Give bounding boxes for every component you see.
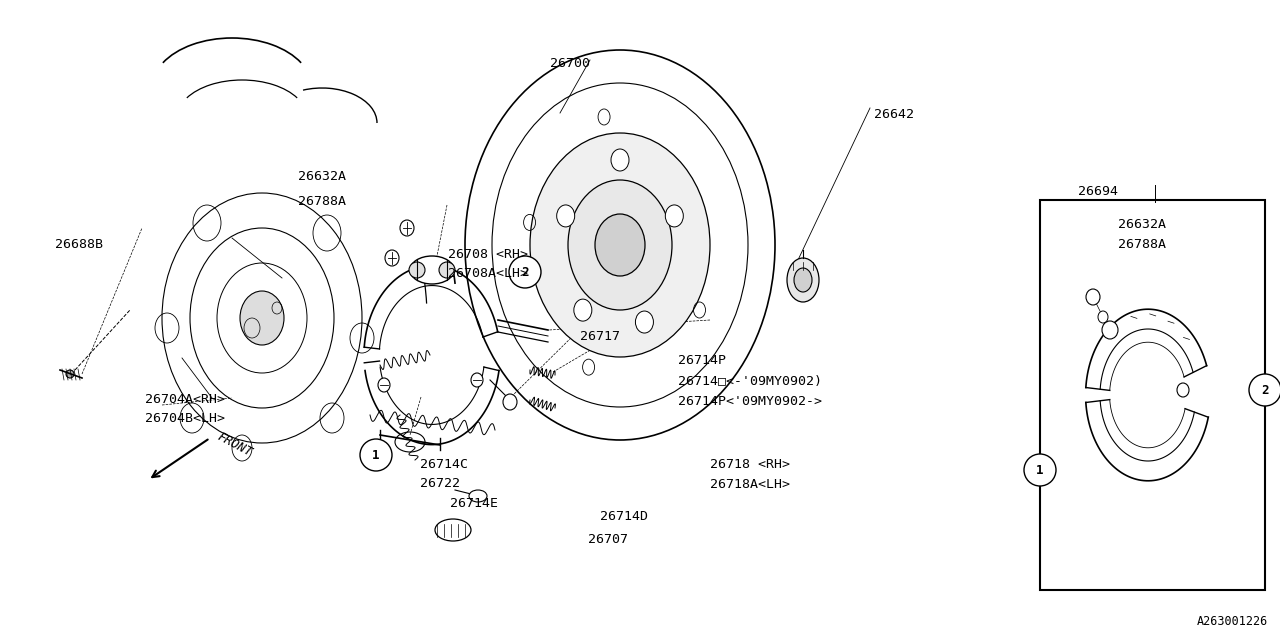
Text: 26714□<-'09MY0902): 26714□<-'09MY0902)	[678, 375, 822, 388]
Ellipse shape	[471, 373, 483, 387]
Ellipse shape	[399, 220, 413, 236]
Ellipse shape	[666, 205, 684, 227]
Ellipse shape	[573, 299, 591, 321]
Text: 2: 2	[521, 266, 529, 278]
Ellipse shape	[385, 250, 399, 266]
Ellipse shape	[794, 268, 812, 292]
Ellipse shape	[1098, 311, 1108, 323]
Ellipse shape	[468, 490, 486, 502]
Circle shape	[509, 256, 541, 288]
Text: 26632A: 26632A	[298, 170, 346, 183]
Text: 26717: 26717	[580, 330, 620, 343]
Ellipse shape	[787, 258, 819, 302]
Text: 26722: 26722	[420, 477, 460, 490]
Text: 26714P<'09MY0902->: 26714P<'09MY0902->	[678, 395, 822, 408]
Text: 26708 <RH>: 26708 <RH>	[448, 248, 529, 261]
Text: 1: 1	[372, 449, 380, 461]
Ellipse shape	[410, 262, 425, 278]
Text: 26642: 26642	[874, 108, 914, 121]
Text: FRONT: FRONT	[215, 431, 255, 460]
Text: 26688B: 26688B	[55, 238, 102, 251]
Text: 26714E: 26714E	[451, 497, 498, 510]
Text: 26694: 26694	[1078, 185, 1117, 198]
Ellipse shape	[635, 311, 653, 333]
Text: 26632A: 26632A	[1117, 218, 1166, 231]
Ellipse shape	[435, 519, 471, 541]
Ellipse shape	[410, 256, 454, 284]
Ellipse shape	[1085, 289, 1100, 305]
Text: 26788A: 26788A	[298, 195, 346, 208]
Text: 26708A<LH>: 26708A<LH>	[448, 267, 529, 280]
Circle shape	[1249, 374, 1280, 406]
Ellipse shape	[241, 291, 284, 345]
Circle shape	[1024, 454, 1056, 486]
Ellipse shape	[611, 149, 628, 171]
Text: 26704A<RH>: 26704A<RH>	[145, 393, 225, 406]
Text: 26700: 26700	[550, 57, 590, 70]
Ellipse shape	[557, 205, 575, 227]
Text: 1: 1	[1037, 463, 1043, 477]
Text: 26707: 26707	[588, 533, 628, 546]
Ellipse shape	[67, 370, 74, 378]
Text: 26714D: 26714D	[600, 510, 648, 523]
Text: 26788A: 26788A	[1117, 238, 1166, 251]
Text: 26718 <RH>: 26718 <RH>	[710, 458, 790, 471]
Ellipse shape	[439, 262, 454, 278]
Ellipse shape	[568, 180, 672, 310]
Text: A263001226: A263001226	[1197, 615, 1268, 628]
Ellipse shape	[530, 133, 710, 357]
Ellipse shape	[595, 214, 645, 276]
Circle shape	[360, 439, 392, 471]
Text: 2: 2	[1261, 383, 1268, 397]
Ellipse shape	[378, 378, 390, 392]
Text: 26714C: 26714C	[420, 458, 468, 471]
Bar	[1039, 200, 1265, 590]
Text: 26714P: 26714P	[678, 354, 726, 367]
Text: 26704B<LH>: 26704B<LH>	[145, 412, 225, 425]
Ellipse shape	[503, 394, 517, 410]
Ellipse shape	[1102, 321, 1117, 339]
Text: 26718A<LH>: 26718A<LH>	[710, 478, 790, 491]
Ellipse shape	[1178, 383, 1189, 397]
